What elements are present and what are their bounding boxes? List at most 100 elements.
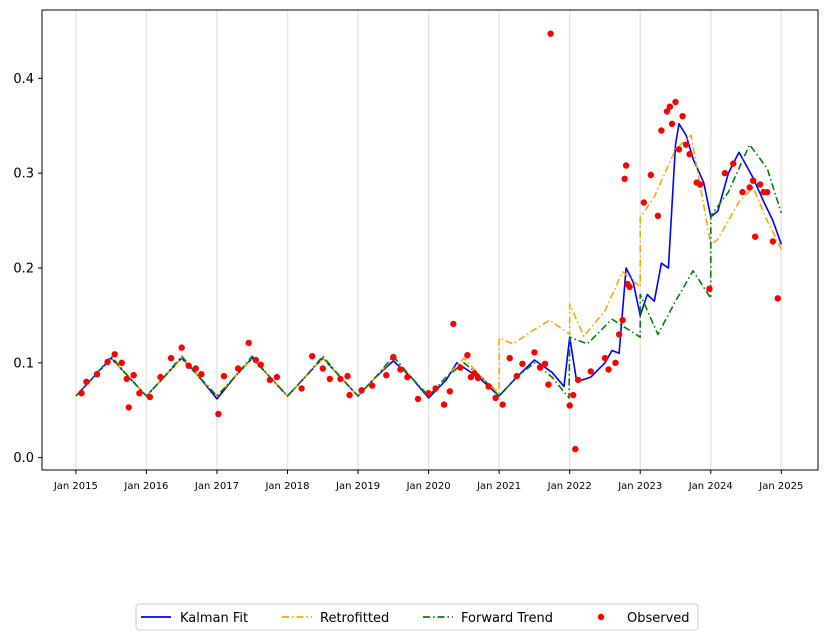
observed-point: [440, 401, 448, 408]
x-tick-label: Jan 2025: [758, 481, 803, 492]
observed-point: [111, 351, 118, 358]
observed-point: [541, 360, 549, 367]
y-tick-label: 0.2: [13, 261, 34, 276]
observed-point: [245, 339, 252, 347]
observed-point: [774, 295, 781, 302]
observed-point: [457, 364, 464, 371]
observed-point: [234, 365, 242, 372]
observed-point: [130, 372, 137, 379]
observed-point: [621, 175, 628, 182]
observed-point: [615, 331, 623, 338]
observed-point: [746, 184, 753, 191]
observed-point: [499, 401, 506, 408]
observed-point: [425, 390, 432, 397]
observed-point: [309, 353, 316, 360]
observed-point: [752, 233, 759, 240]
observed-point: [647, 171, 654, 179]
series-line-retrofitted: [75, 134, 783, 397]
observed-point: [547, 30, 554, 37]
observed-point: [432, 385, 439, 392]
observed-point: [383, 372, 390, 379]
observed-point: [570, 391, 577, 399]
x-axis: Jan 2015 Jan 2016 Jan 2017 Jan 2018 Jan 2019…: [53, 470, 803, 492]
observed-point: [686, 151, 693, 158]
y-tick-label: 0.1: [13, 356, 34, 371]
observed-point: [666, 103, 674, 110]
observed-point: [252, 356, 259, 364]
x-tick-label: Jan 2020: [406, 481, 451, 492]
observed-point: [485, 383, 492, 390]
observed-point: [626, 283, 633, 291]
y-axis: 0.0 0.1 0.2 0.3 0.4: [13, 72, 42, 466]
observed-point: [605, 366, 612, 373]
observed-point: [513, 372, 520, 380]
observed-point: [658, 127, 665, 134]
observed-point: [397, 366, 404, 373]
observed-point: [273, 373, 281, 381]
grid-lines: [75, 10, 783, 470]
observed-point: [125, 404, 132, 411]
observed-point: [446, 388, 453, 395]
legend: Kalman Fit Retrofitted Forward Trend Obs…: [135, 603, 699, 631]
x-tick-label: Jan 2018: [264, 481, 309, 492]
x-tick-label: Jan 2021: [476, 481, 521, 492]
observed-point: [185, 362, 192, 369]
observed-point: [697, 181, 704, 188]
plot-background: [42, 10, 818, 470]
observed-point: [146, 393, 154, 401]
observed-point: [93, 371, 101, 378]
x-tick-label: Jan 2023: [617, 481, 662, 492]
observed-point: [344, 372, 351, 380]
legend-swatch-observed: [597, 613, 605, 621]
x-tick-label: Jan 2022: [547, 481, 592, 492]
observed-point: [566, 402, 573, 409]
legend-label-retrofitted: Retrofitted: [320, 611, 389, 626]
observed-point: [220, 372, 228, 380]
observed-point: [519, 360, 526, 367]
observed-point: [492, 394, 499, 402]
x-tick-label: Jan 2017: [194, 481, 239, 492]
observed-point: [104, 358, 111, 366]
observed-point: [337, 375, 344, 383]
observed-point: [464, 352, 471, 359]
observed-point: [536, 364, 544, 371]
observed-point: [654, 212, 662, 219]
observed-point: [764, 188, 771, 196]
x-tick-label: Jan 2019: [335, 481, 380, 492]
observed-point: [178, 344, 185, 351]
observed-point: [531, 349, 538, 356]
observed-point: [83, 378, 90, 385]
observed-point: [619, 316, 626, 324]
legend-frame: [135, 603, 699, 631]
observed-point: [123, 375, 130, 383]
observed-point: [622, 162, 630, 169]
observed-point: [730, 160, 737, 167]
observed-point: [640, 199, 647, 206]
observed-point: [192, 365, 199, 372]
observed-point: [414, 395, 422, 403]
observed-point: [198, 371, 205, 378]
observed-point: [679, 113, 686, 120]
observed-point: [298, 385, 305, 392]
observed-point: [721, 169, 729, 177]
observed-point: [319, 365, 326, 372]
observed-point: [769, 238, 777, 245]
observed-point: [506, 354, 513, 362]
plot-frame: [41, 9, 819, 471]
observed-point: [706, 285, 713, 292]
observed-point: [78, 390, 85, 397]
observed-point: [545, 381, 552, 388]
observed-markers: [78, 30, 781, 453]
observed-point: [663, 108, 671, 115]
x-tick-label: Jan 2016: [123, 481, 168, 492]
observed-point: [358, 387, 365, 394]
observed-point: [346, 391, 353, 399]
legend-label-forward-trend: Forward Trend: [461, 611, 553, 626]
observed-point: [757, 181, 764, 188]
y-tick-label: 0.3: [13, 167, 34, 182]
observed-point: [572, 445, 579, 453]
observed-point: [668, 120, 676, 128]
observed-point: [404, 373, 411, 381]
observed-point: [326, 375, 333, 383]
